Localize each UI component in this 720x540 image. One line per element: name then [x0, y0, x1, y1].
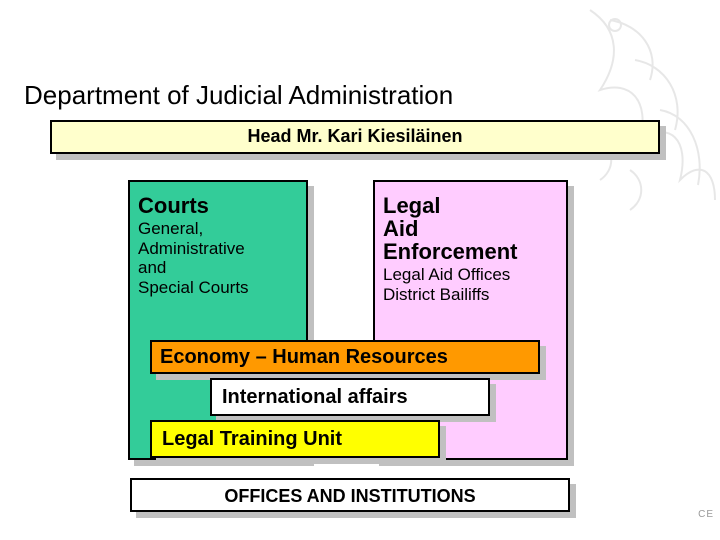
- economy-box: Economy – Human Resources: [150, 340, 540, 374]
- offices-label: OFFICES AND INSTITUTIONS: [132, 480, 568, 507]
- economy-label: Economy – Human Resources: [152, 342, 538, 373]
- coat-of-arms-icon: [580, 0, 720, 220]
- training-label: Legal Training Unit: [152, 422, 438, 457]
- offices-box: OFFICES AND INSTITUTIONS: [130, 478, 570, 512]
- international-label: International affairs: [212, 380, 488, 415]
- footer-mark: CE: [698, 509, 714, 520]
- courts-title: Courts: [138, 194, 249, 217]
- page-title: Department of Judicial Administration: [24, 80, 453, 111]
- legal-subtitle: Legal Aid Offices District Bailiffs: [383, 265, 517, 304]
- legal-title: Legal Aid Enforcement: [383, 194, 517, 263]
- courts-subtitle: General, Administrative and Special Cour…: [138, 219, 249, 297]
- international-box: International affairs: [210, 378, 490, 416]
- training-box: Legal Training Unit: [150, 420, 440, 458]
- head-box: Head Mr. Kari Kiesiläinen: [50, 120, 660, 154]
- head-label: Head Mr. Kari Kiesiläinen: [52, 122, 658, 147]
- org-chart-canvas: Department of Judicial Administration He…: [0, 0, 720, 540]
